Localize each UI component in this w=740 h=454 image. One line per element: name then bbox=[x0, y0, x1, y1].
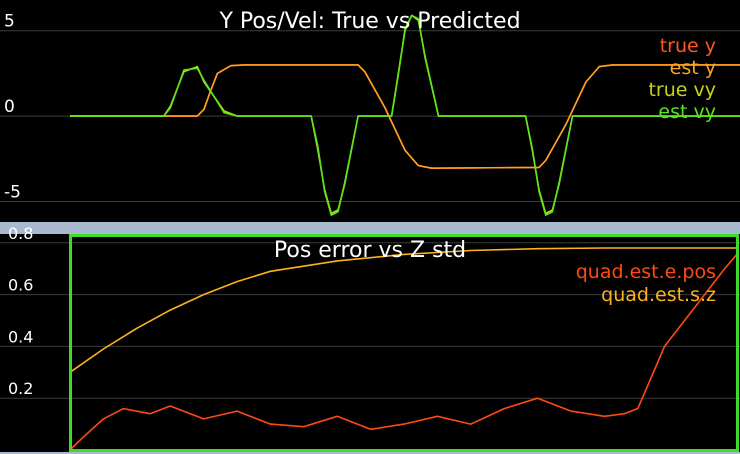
active-plot-border bbox=[69, 234, 739, 452]
y-tick-label: 5 bbox=[4, 12, 15, 32]
legend-entry: true vy bbox=[648, 79, 716, 101]
legend-entry: est vy bbox=[658, 101, 716, 123]
legend-entry: quad.est.s.z bbox=[601, 284, 716, 306]
series-line-2 bbox=[69, 247, 738, 373]
series-line-1 bbox=[69, 252, 739, 451]
y-tick-label: 0.8 bbox=[8, 224, 33, 243]
series-line-2 bbox=[70, 64, 740, 169]
top-plot-background bbox=[0, 0, 740, 222]
y-tick-label: 0.4 bbox=[8, 327, 33, 346]
y-tick-label: 0 bbox=[4, 97, 15, 117]
legend-entry: est y bbox=[670, 57, 716, 79]
legend-entry: true y bbox=[660, 35, 716, 57]
y-tick-label: -5 bbox=[4, 183, 21, 203]
bottom-plot[interactable]: 0.8 0.6 0.4 0.2 Pos error vs Z std quad.est.e… bbox=[0, 224, 740, 452]
chart-title: Y Pos/Vel: True vs Predicted bbox=[218, 9, 520, 34]
series-line-4 bbox=[70, 14, 740, 216]
legend-entry: quad.est.e.pos bbox=[576, 261, 716, 283]
bottom-plot-background bbox=[0, 234, 740, 452]
y-tick-label: 0.6 bbox=[8, 276, 33, 295]
y-tick-label: 0.2 bbox=[8, 379, 33, 398]
chart-title: Pos error vs Z std bbox=[274, 238, 466, 263]
